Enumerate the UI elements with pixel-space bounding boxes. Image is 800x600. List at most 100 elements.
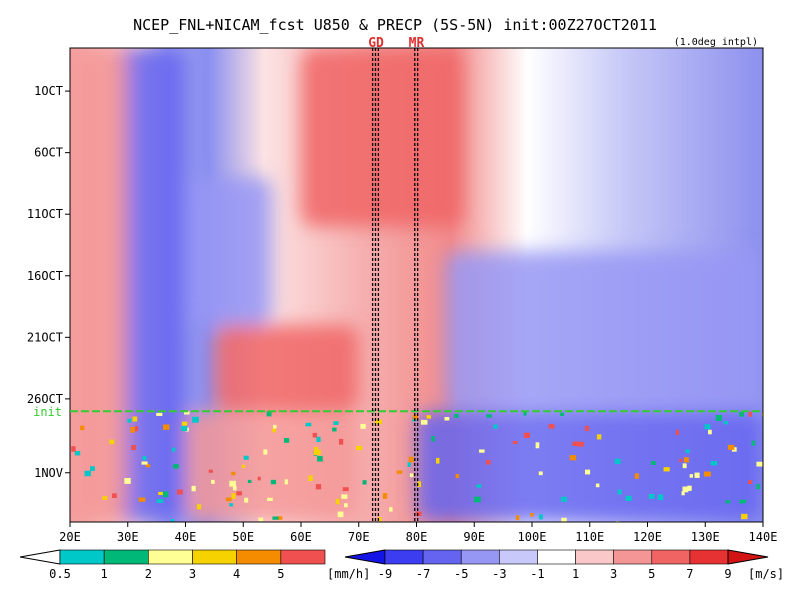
- precip-cell: [431, 435, 435, 442]
- precip-cell: [739, 499, 747, 504]
- precip-cell: [247, 479, 252, 483]
- precip-cell: [725, 500, 731, 504]
- precip-cell: [332, 427, 337, 432]
- precip-cell: [675, 429, 679, 436]
- precip-cell: [708, 429, 712, 435]
- precip-cell: [595, 483, 600, 488]
- x-tick-label: 70E: [348, 530, 370, 544]
- u850-colorbar-bin: [613, 549, 653, 565]
- precip-cell: [569, 455, 577, 461]
- x-tick-label: 30E: [117, 530, 139, 544]
- precip-cell: [177, 489, 183, 495]
- u850-colorbar-bin: [499, 549, 538, 565]
- y-tick-label: 21OCT: [27, 330, 63, 344]
- precip-cell: [748, 480, 753, 484]
- precip-cell: [84, 470, 91, 477]
- u850-colorbar-bin: [460, 549, 500, 565]
- precip-cell: [267, 497, 273, 501]
- precip-cell: [585, 469, 591, 475]
- precip-cell: [171, 447, 176, 452]
- u850-colorbar-low-arrow: [344, 549, 386, 565]
- precip-colorbar-unit: [mm/h]: [327, 567, 370, 581]
- precip-cell: [315, 484, 322, 490]
- precip-cell: [663, 467, 670, 472]
- precip-cell: [192, 416, 199, 423]
- u850-colorbar-unit: [m/s]: [748, 567, 784, 581]
- precip-cell: [704, 424, 711, 430]
- u850-colorbar-label: -5: [454, 567, 468, 581]
- precip-cell: [181, 425, 188, 432]
- precip-cell: [266, 411, 272, 417]
- precip-cell: [135, 426, 139, 432]
- u850-colorbar-bin: [575, 549, 614, 565]
- precip-colorbar-bin: [103, 549, 149, 565]
- precip-cell: [312, 432, 317, 438]
- precip-cell: [415, 511, 422, 517]
- precip-cell: [145, 464, 151, 468]
- u850-colorbar: -9 -7 -5 -3 -1 1 3 5 7 9 [m/s]: [344, 549, 784, 581]
- precip-cell: [486, 414, 492, 418]
- precip-cell: [337, 511, 344, 518]
- chart-title: NCEP_FNL+NICAM_fcst U850 & PRECP (5S-5N)…: [133, 16, 657, 34]
- precip-cell: [211, 479, 215, 484]
- precip-cell: [377, 517, 382, 522]
- precip-cell: [272, 516, 279, 520]
- precip-colorbar-bin: [236, 549, 282, 565]
- precip-cell: [756, 484, 761, 490]
- u850-region: [116, 48, 186, 522]
- init-label: init: [33, 405, 62, 419]
- precip-cell: [561, 517, 567, 522]
- x-tick-label: 40E: [175, 530, 197, 544]
- u850-colorbar-high-arrow: [727, 549, 769, 565]
- precip-cell: [408, 456, 414, 463]
- precip-cell: [412, 414, 419, 420]
- precip-cell: [560, 412, 565, 417]
- precip-cell: [308, 475, 313, 482]
- precip-cell: [685, 449, 690, 454]
- precip-cell: [407, 462, 411, 467]
- x-tick-label: 110E: [575, 530, 604, 544]
- u850-colorbar-bin: [422, 549, 462, 565]
- precip-cell: [584, 425, 590, 432]
- precip-cell: [389, 507, 393, 512]
- precip-cell: [455, 474, 460, 479]
- precip-cell: [272, 428, 276, 433]
- precip-cell: [572, 441, 580, 446]
- precip-cell: [80, 425, 85, 431]
- y-tick-label: 26OCT: [27, 392, 63, 406]
- precip-colorbar-bin: [148, 549, 193, 565]
- precip-cell: [316, 436, 321, 443]
- precip-cell: [538, 471, 543, 476]
- precip-cell: [333, 421, 339, 425]
- precip-cell: [409, 473, 414, 478]
- x-axis: 20E 30E 40E 50E 60E 70E 80E 90E 100E 110E 120E 130E…: [59, 522, 777, 544]
- precip-cell: [710, 461, 718, 466]
- precip-cell: [232, 485, 237, 491]
- marker-label: MR: [409, 36, 425, 51]
- precip-cell: [739, 412, 744, 417]
- precip-cell: [596, 434, 602, 440]
- x-tick-label: 90E: [463, 530, 485, 544]
- u850-colorbar-bin: [651, 549, 691, 565]
- precip-cell: [184, 411, 190, 415]
- precip-cell: [625, 495, 632, 501]
- precip-cell: [158, 491, 165, 496]
- precip-cell: [181, 421, 188, 426]
- precip-cell: [162, 491, 169, 498]
- precip-cell: [170, 518, 175, 522]
- precip-cell: [317, 455, 323, 462]
- u850-region: [214, 325, 359, 412]
- u850-colorbar-bin: [689, 549, 729, 565]
- precip-cell: [682, 463, 687, 469]
- precip-cell: [231, 493, 236, 499]
- precip-cell: [273, 424, 277, 429]
- precip-cell: [648, 493, 655, 499]
- precip-cell: [131, 445, 136, 451]
- precip-cell: [263, 449, 268, 455]
- precip-cell: [561, 496, 567, 502]
- x-tick-label: 20E: [59, 530, 81, 544]
- precip-cell: [689, 474, 693, 478]
- precip-cell: [512, 440, 518, 445]
- precip-cell: [229, 480, 236, 487]
- precip-cell: [657, 494, 664, 501]
